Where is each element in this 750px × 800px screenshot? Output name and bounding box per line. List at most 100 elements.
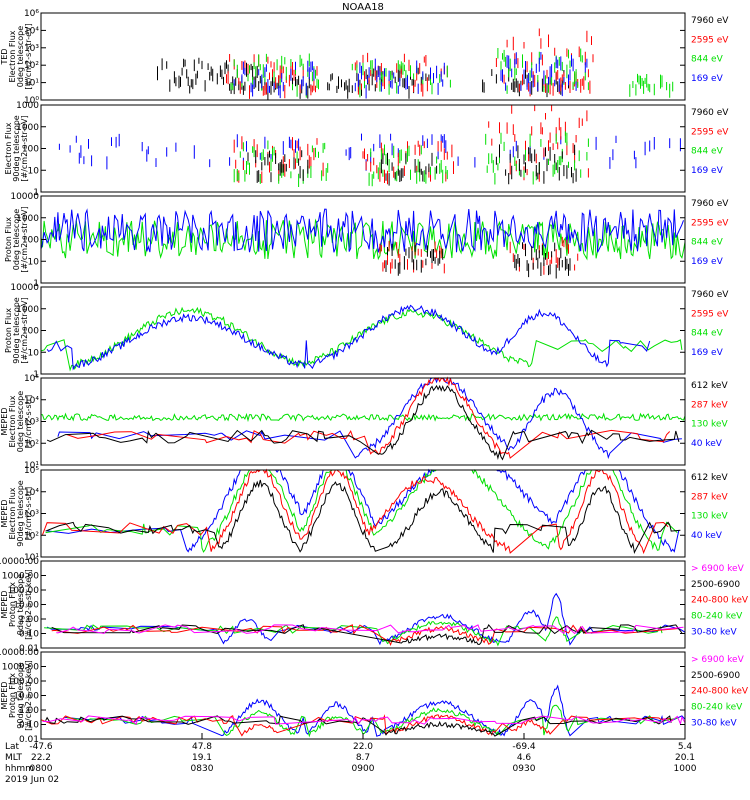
- y-tick-label: 10³: [24, 44, 39, 54]
- series-blue: [47, 468, 680, 553]
- legend-entry: 2595 eV: [691, 35, 729, 45]
- legend-entry: 7960 eV: [691, 16, 729, 26]
- legend-entry: 2595 eV: [691, 309, 729, 319]
- series-red: [51, 624, 678, 647]
- legend-entry: 169 eV: [691, 348, 724, 358]
- panel-frame: [40, 560, 686, 649]
- y-tick-label: 1: [33, 279, 39, 289]
- x-tick-mlt: 8.7: [356, 753, 370, 763]
- panel-5: 10⁵ 10⁴ 10³ 10² 10¹ MEPED Electron Flux 0deg te…: [0, 374, 728, 471]
- y-tick-label: 1000.00: [2, 663, 39, 673]
- legend-entry: 844 eV: [691, 147, 724, 157]
- y-tick-label: 10⁵: [24, 374, 39, 384]
- series-black: [46, 384, 680, 461]
- legend-entry: 169 eV: [691, 166, 724, 176]
- legend-entry: > 6900 keV: [691, 655, 745, 665]
- y-axis-label: 90deg telescope: [12, 297, 21, 364]
- y-tick-label: 10²: [24, 61, 39, 71]
- y-tick-label: 100: [22, 236, 39, 246]
- y-axis-label: MEPED: [0, 682, 9, 710]
- y-tick-label: 10: [28, 348, 40, 358]
- series-green: [233, 131, 589, 187]
- legend-entry: 30-80 keV: [691, 718, 737, 728]
- y-tick-label: 10¹: [24, 79, 39, 89]
- y-axis-label: 0deg telescope: [16, 391, 25, 452]
- y-axis-label: Proton Flux: [4, 308, 13, 353]
- x-tick-mlt: 19.1: [192, 753, 212, 763]
- legend-entry: 287 keV: [691, 400, 728, 410]
- x-tick-hhmm: 0900: [352, 764, 375, 774]
- y-axis-label: MEPED: [0, 408, 9, 436]
- legend-entry: 2595 eV: [691, 218, 729, 228]
- y-tick-label: 10²: [24, 439, 39, 449]
- series-red: [233, 105, 589, 185]
- y-axis-label: 0deg telescope: [12, 209, 21, 270]
- y-tick-label: 1000.00: [2, 572, 39, 582]
- x-tick-hhmm: 0800: [30, 764, 53, 774]
- legend-entry: 80-240 keV: [691, 611, 743, 621]
- x-tick-mlt: 4.6: [517, 753, 532, 763]
- legend-entry: 7960 eV: [691, 108, 729, 118]
- panel-frame: [40, 469, 686, 558]
- y-tick-label: 10: [28, 166, 40, 176]
- series-green: [40, 306, 683, 372]
- y-tick-label: 0.01: [19, 644, 39, 654]
- series-magenta: [56, 624, 684, 635]
- panel-3: 10000 1000 100 10 1 Proton Flux 0deg telescope…: [4, 192, 729, 289]
- y-axis-label: 90deg telescope: [16, 662, 25, 729]
- series-green: [44, 616, 663, 647]
- y-axis-label: 0deg telescope: [16, 26, 25, 87]
- y-tick-label: 0.10: [19, 630, 39, 640]
- y-axis-label: 90deg telescope: [12, 115, 21, 182]
- y-tick-label: 10⁰: [24, 96, 39, 106]
- y-tick-label: 100.00: [8, 586, 40, 596]
- legend-entry: 287 keV: [691, 492, 728, 502]
- y-tick-label: 10000.00: [0, 557, 39, 567]
- x-tick-hhmm: 0930: [513, 764, 536, 774]
- y-axis-label: 0deg telescope: [16, 574, 25, 635]
- legend-entry: 2500-6900: [691, 580, 740, 590]
- panel-6: 10⁵ 10⁴ 10³ 10² 10¹ MEPED Electron Flux 90deg t…: [0, 466, 728, 563]
- legend-entry: 240-800 keV: [691, 596, 749, 606]
- series-blue: [58, 133, 681, 171]
- series-black: [247, 144, 577, 186]
- x-tick-hhmm: 1000: [674, 764, 697, 774]
- x-tick-mlt: 22.2: [31, 753, 51, 763]
- legend-entry: 169 eV: [691, 257, 724, 267]
- series-green: [45, 468, 678, 553]
- chart-title: NOAA18: [342, 2, 384, 13]
- y-axis-label: Electron Flux: [8, 487, 17, 539]
- y-tick-label: 10.00: [13, 692, 39, 702]
- y-axis-label: 90deg telescope: [16, 480, 25, 547]
- y-tick-label: 10³: [24, 510, 39, 520]
- footer-row-label: Lat: [5, 742, 20, 752]
- series-blue: [40, 208, 684, 253]
- y-tick-label: 1000: [16, 214, 39, 224]
- y-tick-label: 100: [22, 145, 39, 155]
- y-tick-label: 10⁴: [24, 488, 39, 498]
- x-tick-mlt: 20.1: [675, 753, 695, 763]
- legend-entry: 130 keV: [691, 420, 728, 430]
- panel-frame: [40, 104, 686, 193]
- footer-row-label: MLT: [5, 753, 23, 763]
- y-tick-label: 0.10: [19, 721, 39, 731]
- y-axis-label: Proton Flux: [8, 673, 17, 718]
- panel-4: 10000 1000 100 10 1 Proton Flux 90deg telescop…: [4, 283, 729, 380]
- x-tick-lat: 5.4: [678, 742, 693, 752]
- y-axis-label: Electron Flux: [4, 122, 13, 174]
- series-green: [40, 412, 686, 423]
- series-red: [66, 376, 671, 459]
- legend-entry: 844 eV: [691, 55, 724, 65]
- y-tick-label: 1000: [16, 123, 39, 133]
- y-tick-label: 1: [33, 188, 39, 198]
- legend-entry: 7960 eV: [691, 199, 729, 209]
- series-blue: [46, 304, 651, 371]
- legend-entry: 169 eV: [691, 74, 724, 84]
- series-blue: [233, 52, 588, 99]
- y-tick-label: 10⁴: [24, 396, 39, 406]
- y-tick-label: 1: [33, 370, 39, 380]
- y-tick-label: 10⁶: [24, 9, 39, 19]
- y-axis-label: [#/cm2-s-str-eV]: [20, 115, 29, 181]
- legend-entry: > 6900 keV: [691, 564, 745, 574]
